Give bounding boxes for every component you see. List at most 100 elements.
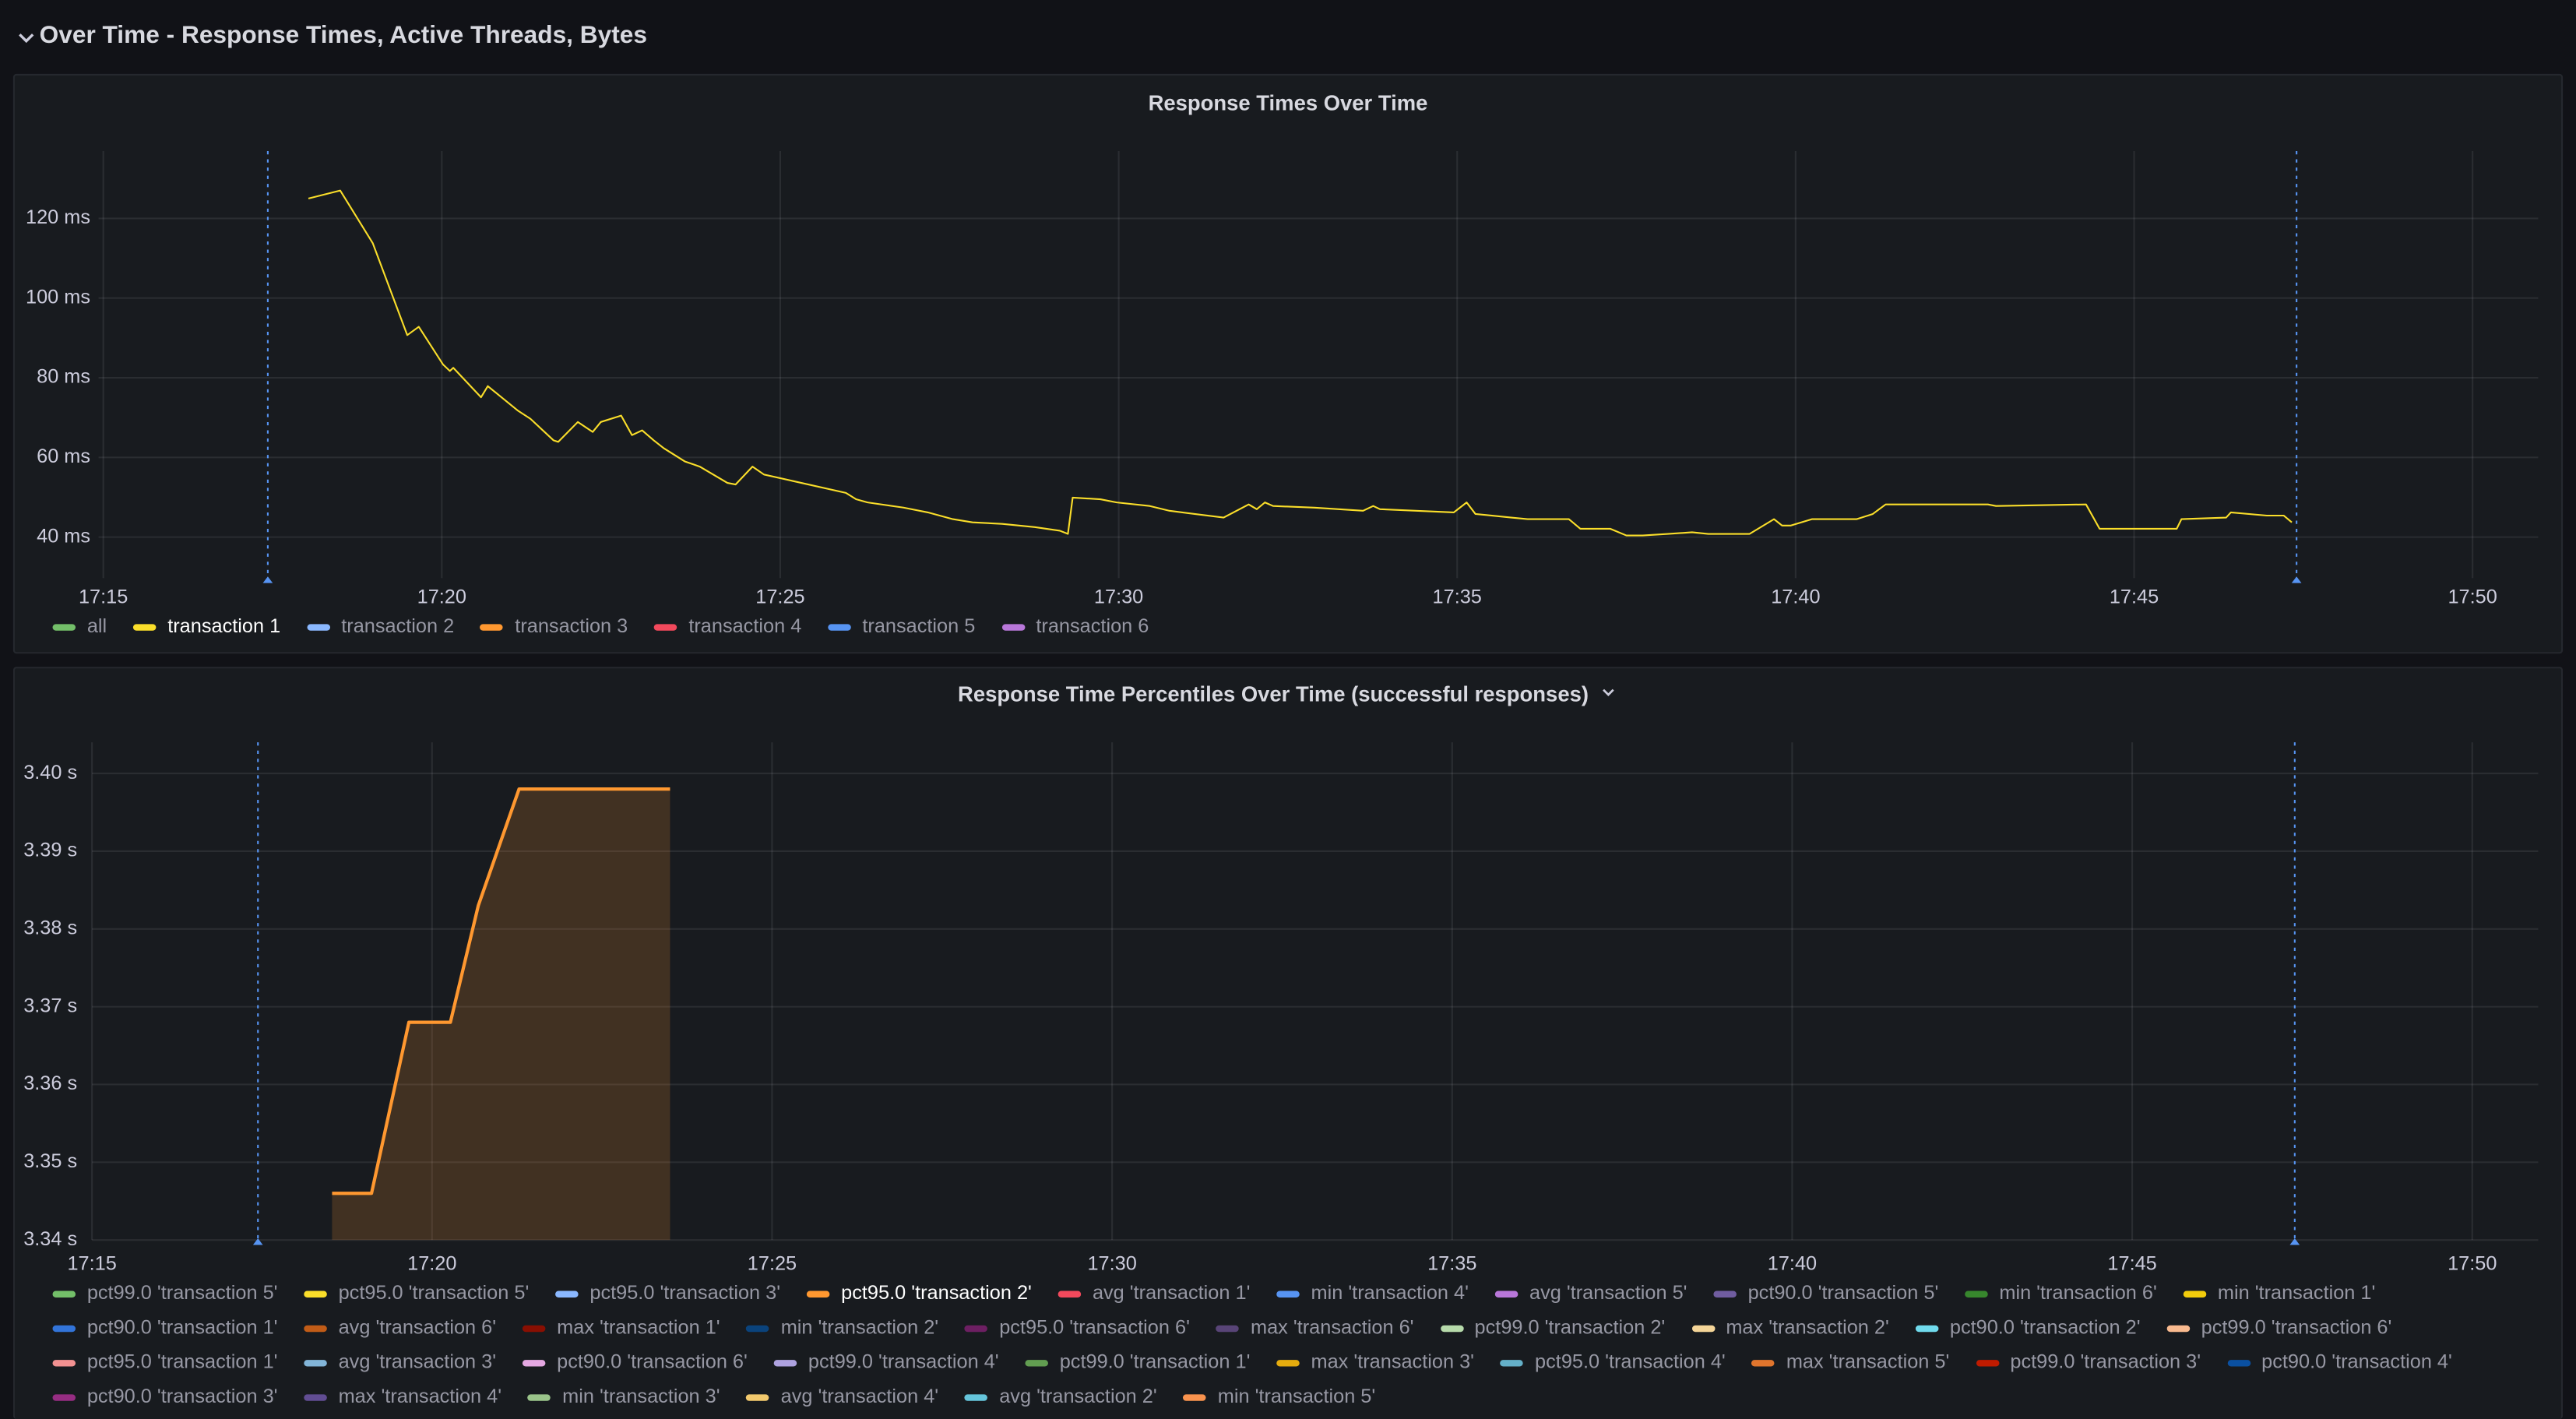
y-tick-label: 3.36 s — [23, 1072, 77, 1094]
legend-item[interactable]: pct95.0 'transaction 2' — [806, 1276, 1032, 1311]
legend-swatch — [527, 1393, 551, 1400]
y-tick-label: 3.38 s — [23, 917, 77, 938]
legend-item[interactable]: max 'transaction 6' — [1216, 1311, 1414, 1345]
legend-item[interactable]: max 'transaction 4' — [304, 1379, 501, 1414]
legend-item[interactable]: transaction 2 — [306, 609, 455, 643]
legend-item[interactable]: max 'transaction 3' — [1276, 1345, 1474, 1379]
legend-item[interactable]: max 'transaction 5' — [1751, 1345, 1950, 1379]
legend-label: pct90.0 'transaction 2' — [1949, 1315, 2141, 1339]
legend-swatch — [52, 1393, 76, 1400]
y-tick-label: 40 ms — [37, 525, 90, 547]
legend-swatch — [1216, 1324, 1240, 1332]
legend-swatch — [52, 1359, 76, 1366]
legend-item[interactable]: min 'transaction 5' — [1183, 1379, 1375, 1414]
legend-label: min 'transaction 1' — [2217, 1280, 2376, 1305]
legend-label: min 'transaction 4' — [1311, 1280, 1469, 1305]
annotation-arrow — [262, 576, 273, 583]
legend-label: min 'transaction 6' — [1999, 1280, 2157, 1305]
legend-label: pct95.0 'transaction 3' — [589, 1280, 781, 1305]
x-tick-label: 17:50 — [2448, 1252, 2497, 1274]
legend-item[interactable]: pct95.0 'transaction 6' — [964, 1311, 1190, 1345]
legend-swatch — [304, 1324, 327, 1332]
legend-item[interactable]: avg 'transaction 1' — [1057, 1276, 1250, 1311]
legend-label: pct99.0 'transaction 4' — [808, 1350, 999, 1373]
legend-swatch — [1691, 1324, 1715, 1332]
legend-item[interactable]: pct90.0 'transaction 5' — [1713, 1276, 1938, 1311]
legend-item[interactable]: transaction 6 — [1001, 609, 1149, 643]
legend: pct99.0 'transaction 5' pct95.0 'transact… — [52, 1276, 2534, 1414]
legend-swatch — [522, 1359, 546, 1366]
y-tick-label: 3.39 s — [23, 840, 77, 861]
legend-item[interactable]: avg 'transaction 4' — [746, 1379, 938, 1414]
legend-label: pct90.0 'transaction 3' — [86, 1384, 278, 1408]
legend-label: max 'transaction 6' — [1251, 1315, 1414, 1339]
x-tick-label: 17:45 — [2107, 1252, 2156, 1274]
legend-label: pct90.0 'transaction 5' — [1747, 1280, 1939, 1305]
legend-swatch — [1001, 623, 1025, 630]
legend-swatch — [304, 1393, 327, 1400]
legend-label: transaction 5 — [862, 614, 976, 638]
legend-item[interactable]: pct95.0 'transaction 5' — [304, 1276, 529, 1311]
legend-item[interactable]: transaction 1 — [132, 609, 280, 643]
legend-swatch — [806, 1290, 830, 1297]
legend-item[interactable]: avg 'transaction 2' — [964, 1379, 1157, 1414]
legend-swatch — [132, 623, 157, 630]
legend-label: pct95.0 'transaction 1' — [86, 1350, 278, 1373]
legend-item[interactable]: pct90.0 'transaction 4' — [2226, 1345, 2452, 1379]
legend-item[interactable]: pct90.0 'transaction 3' — [52, 1379, 278, 1414]
legend-item[interactable]: pct99.0 'transaction 5' — [52, 1276, 278, 1311]
y-tick-label: 100 ms — [26, 286, 90, 308]
legend-item[interactable]: transaction 5 — [828, 609, 975, 643]
legend-item[interactable]: pct99.0 'transaction 2' — [1440, 1311, 1665, 1345]
legend: all transaction 1 transaction 2 transaction… — [52, 609, 2534, 643]
legend-swatch — [555, 1290, 579, 1297]
legend-item[interactable]: pct99.0 'transaction 6' — [2166, 1311, 2391, 1345]
y-tick-label: 120 ms — [26, 206, 90, 228]
x-tick-label: 17:35 — [1433, 586, 1482, 607]
panel-title[interactable]: Response Time Percentiles Over Time (suc… — [0, 681, 2576, 706]
legend-item[interactable]: max 'transaction 1' — [522, 1311, 720, 1345]
legend-swatch — [746, 1324, 769, 1332]
x-tick-label: 17:20 — [417, 586, 466, 607]
legend-item[interactable]: min 'transaction 6' — [1965, 1276, 2157, 1311]
annotation-arrow — [2289, 1238, 2300, 1245]
legend-swatch — [1494, 1290, 1519, 1297]
collapse-chevron[interactable] — [16, 28, 36, 48]
row-title[interactable]: Over Time - Response Times, Active Threa… — [39, 21, 647, 50]
x-tick-label: 17:35 — [1427, 1252, 1476, 1274]
legend-swatch — [1057, 1290, 1082, 1297]
legend-item[interactable]: avg 'transaction 5' — [1494, 1276, 1687, 1311]
legend-item[interactable]: min 'transaction 1' — [2183, 1276, 2376, 1311]
legend-item[interactable]: pct99.0 'transaction 1' — [1025, 1345, 1250, 1379]
legend-swatch — [773, 1359, 797, 1366]
legend-label: max 'transaction 5' — [1786, 1350, 1950, 1373]
legend-item[interactable]: avg 'transaction 3' — [304, 1345, 496, 1379]
legend-swatch — [1713, 1290, 1737, 1297]
legend-item[interactable]: all — [52, 609, 107, 643]
legend-item[interactable]: pct99.0 'transaction 4' — [773, 1345, 999, 1379]
legend-swatch — [1276, 1359, 1300, 1366]
legend-item[interactable]: pct99.0 'transaction 3' — [1976, 1345, 2201, 1379]
legend-item[interactable]: transaction 4 — [654, 609, 801, 643]
legend-item[interactable]: max 'transaction 2' — [1691, 1311, 1889, 1345]
legend-item[interactable]: pct90.0 'transaction 6' — [522, 1345, 748, 1379]
legend-item[interactable]: min 'transaction 4' — [1276, 1276, 1469, 1311]
x-tick-label: 17:15 — [79, 586, 128, 607]
legend-swatch — [964, 1393, 988, 1400]
legend-item[interactable]: pct90.0 'transaction 2' — [1915, 1311, 2141, 1345]
legend-item[interactable]: pct90.0 'transaction 1' — [52, 1311, 278, 1345]
panel-menu-chevron[interactable] — [1599, 685, 1618, 701]
legend-item[interactable]: transaction 3 — [480, 609, 628, 643]
legend-label: max 'transaction 3' — [1311, 1350, 1474, 1373]
legend-item[interactable]: pct95.0 'transaction 4' — [1500, 1345, 1726, 1379]
legend-label: transaction 2 — [341, 614, 455, 638]
legend-item[interactable]: pct95.0 'transaction 3' — [555, 1276, 780, 1311]
legend-label: pct95.0 'transaction 4' — [1535, 1350, 1726, 1373]
legend-item[interactable]: pct95.0 'transaction 1' — [52, 1345, 278, 1379]
legend-item[interactable]: min 'transaction 2' — [746, 1311, 938, 1345]
legend-item[interactable]: min 'transaction 3' — [527, 1379, 720, 1414]
annotation-arrow — [2291, 576, 2302, 583]
legend-item[interactable]: avg 'transaction 6' — [304, 1311, 496, 1345]
x-tick-label: 17:30 — [1094, 586, 1143, 607]
